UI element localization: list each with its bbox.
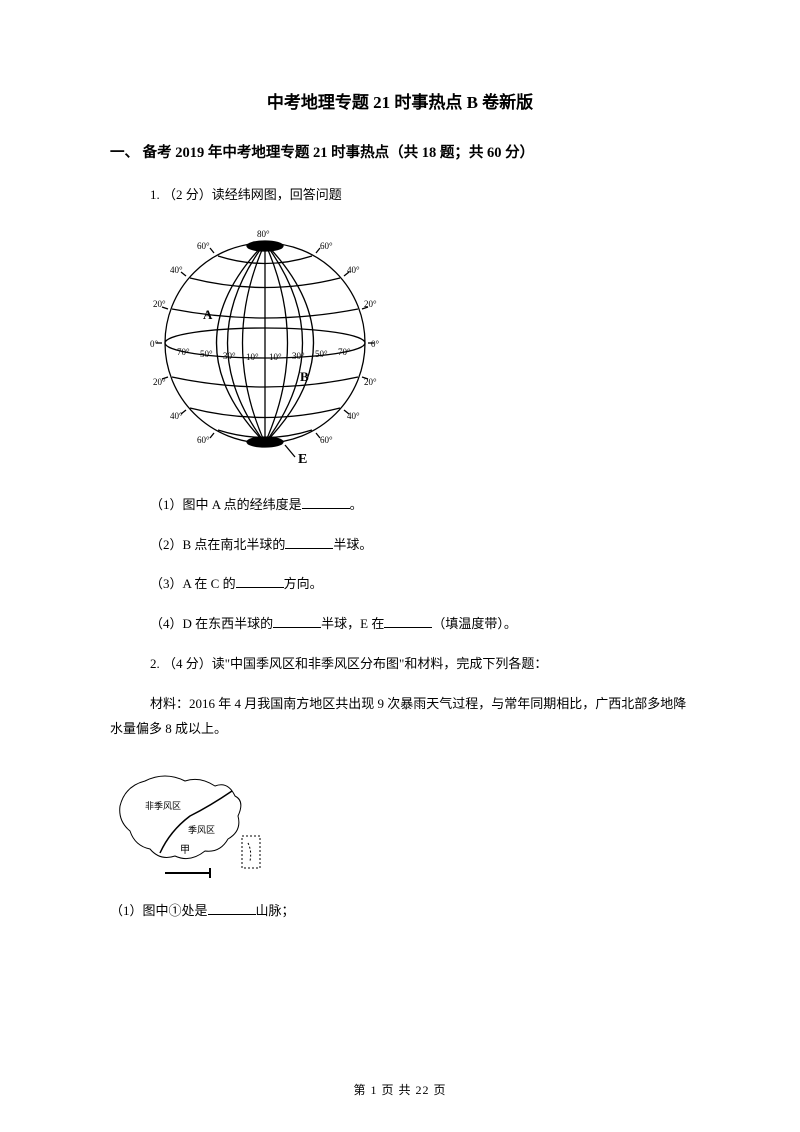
page-footer: 第 1 页 共 22 页 xyxy=(0,1081,800,1098)
svg-text:60°: 60° xyxy=(197,241,210,251)
q2-sub1-pre: （1）图中①处是 xyxy=(110,903,208,918)
svg-text:80°: 80° xyxy=(257,229,270,239)
q2-material-body: 2016 年 4 月我国南方地区共出现 9 次暴雨天气过程，与常年同期相比，广西… xyxy=(110,696,686,736)
q1-sub1-post: 。 xyxy=(350,497,363,512)
svg-text:40°: 40° xyxy=(347,265,360,275)
blank xyxy=(302,496,350,509)
svg-text:10°: 10° xyxy=(269,352,282,362)
q1-sub4-mid: 半球，E 在 xyxy=(321,616,384,631)
svg-text:20°: 20° xyxy=(153,299,166,309)
q1-sub4-post: （填温度带）。 xyxy=(432,616,517,631)
svg-text:非季风区: 非季风区 xyxy=(145,800,181,811)
page-title: 中考地理专题 21 时事热点 B 卷新版 xyxy=(110,88,690,113)
blank xyxy=(384,615,432,628)
svg-text:B: B xyxy=(300,369,309,384)
svg-text:20°: 20° xyxy=(364,377,377,387)
svg-text:0°: 0° xyxy=(150,339,159,349)
q1-sub3-post: 方向。 xyxy=(284,576,323,591)
blank xyxy=(285,536,333,549)
q1-sub4: （4）D 在东西半球的 半球，E 在 （填温度带）。 xyxy=(150,614,690,634)
q1-sub1-pre: （1）图中 A 点的经纬度是 xyxy=(150,497,302,512)
svg-text:甲: 甲 xyxy=(180,845,190,856)
q2-material-label: 材料： xyxy=(150,696,189,711)
svg-text:E: E xyxy=(298,452,307,467)
svg-text:50°: 50° xyxy=(315,349,328,359)
blank xyxy=(236,575,284,588)
q1-sub2: （2）B 点在南北半球的 半球。 xyxy=(150,535,690,555)
q1-sub3-pre: （3）A 在 C 的 xyxy=(150,576,236,591)
globe-figure: 80° 60° 60° 40° 40° 20° 20° 0° 0° 20° 20… xyxy=(150,223,690,475)
q1-sub2-post: 半球。 xyxy=(333,537,372,552)
svg-text:30°: 30° xyxy=(223,351,236,361)
section-heading: 一、 备考 2019 年中考地理专题 21 时事热点（共 18 题；共 60 分… xyxy=(110,141,690,162)
svg-text:0°: 0° xyxy=(371,339,380,349)
svg-text:季风区: 季风区 xyxy=(188,824,215,835)
q2-sub1: （1）图中①处是 山脉； xyxy=(110,901,690,921)
blank xyxy=(273,615,321,628)
svg-text:A: A xyxy=(203,307,213,322)
svg-text:40°: 40° xyxy=(170,265,183,275)
china-map-figure: 非季风区 季风区 甲 xyxy=(110,761,690,881)
svg-text:40°: 40° xyxy=(170,411,183,421)
svg-text:40°: 40° xyxy=(347,411,360,421)
svg-text:30°: 30° xyxy=(292,351,305,361)
svg-text:50°: 50° xyxy=(200,349,213,359)
q1-head: 1. （2 分）读经纬网图，回答问题 xyxy=(150,184,690,203)
q2-head: 2. （4 分）读"中国季风区和非季风区分布图"和材料，完成下列各题： xyxy=(150,653,690,672)
q2-material: 材料：2016 年 4 月我国南方地区共出现 9 次暴雨天气过程，与常年同期相比… xyxy=(110,692,690,741)
svg-text:20°: 20° xyxy=(153,377,166,387)
svg-text:70°: 70° xyxy=(177,347,190,357)
q1-sub3: （3）A 在 C 的 方向。 xyxy=(150,574,690,594)
q1-sub1: （1）图中 A 点的经纬度是 。 xyxy=(150,495,690,515)
q2-sub1-post: 山脉； xyxy=(256,903,295,918)
svg-text:10°: 10° xyxy=(246,352,259,362)
svg-text:60°: 60° xyxy=(320,435,333,445)
svg-text:60°: 60° xyxy=(320,241,333,251)
svg-text:60°: 60° xyxy=(197,435,210,445)
svg-text:20°: 20° xyxy=(364,299,377,309)
q1-sub4-pre: （4）D 在东西半球的 xyxy=(150,616,273,631)
q1-sub2-pre: （2）B 点在南北半球的 xyxy=(150,537,285,552)
blank xyxy=(208,902,256,915)
svg-text:70°: 70° xyxy=(338,347,351,357)
